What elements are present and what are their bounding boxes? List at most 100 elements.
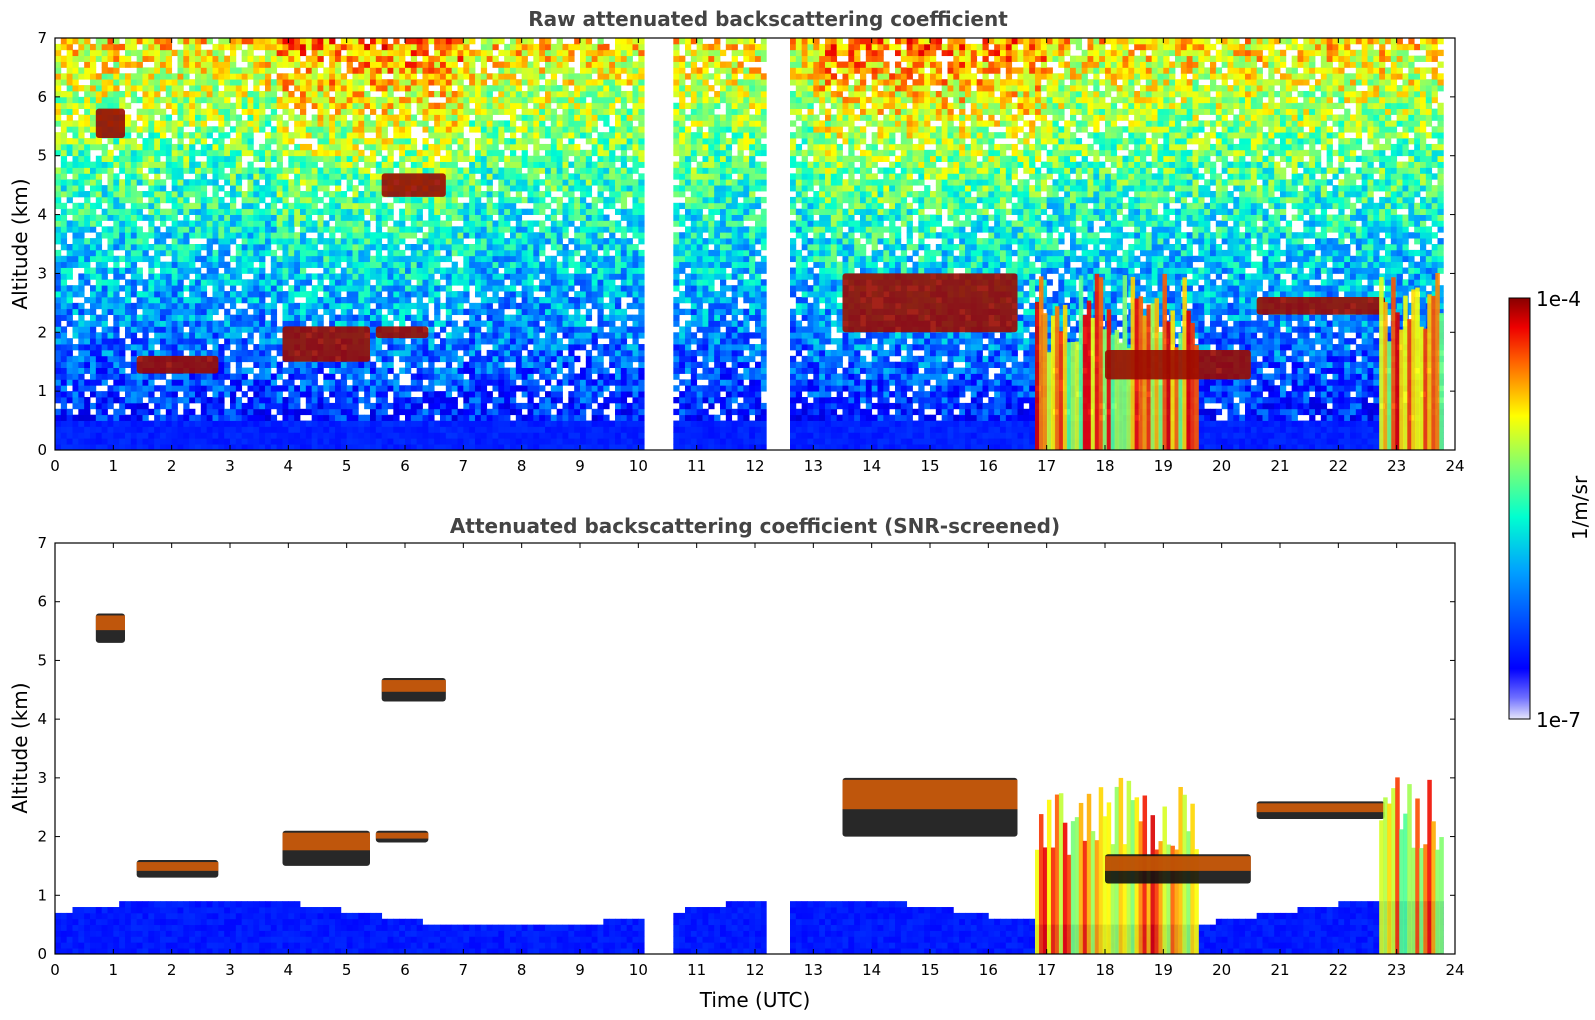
heatmap-cell xyxy=(451,49,458,57)
heatmap-cell xyxy=(160,85,167,92)
heatmap-cell xyxy=(148,320,155,327)
heatmap-cell xyxy=(253,267,260,274)
heatmap-cell xyxy=(352,214,359,221)
heatmap-cell xyxy=(165,102,173,110)
heatmap-cell xyxy=(294,238,301,245)
heatmap-cell xyxy=(125,220,132,227)
heatmap-cell xyxy=(358,173,365,180)
heatmap-cell xyxy=(340,367,348,374)
heatmap-cell xyxy=(288,43,295,51)
heatmap-cell xyxy=(195,120,202,127)
heatmap-cell xyxy=(352,38,359,45)
heatmap-cell xyxy=(66,79,73,86)
heatmap-cell xyxy=(340,108,348,115)
heatmap-cell xyxy=(323,220,330,227)
heatmap-cell xyxy=(451,267,458,274)
heatmap-cell xyxy=(381,314,388,321)
heatmap-cell xyxy=(498,96,505,104)
heatmap-cell xyxy=(171,126,178,133)
heatmap-cell xyxy=(235,67,243,74)
heatmap-cell xyxy=(206,132,213,139)
heatmap-cell xyxy=(358,196,365,204)
heatmap-cell xyxy=(393,73,400,80)
heatmap-cell xyxy=(428,344,435,351)
heatmap-cell xyxy=(241,349,248,357)
heatmap-cell xyxy=(212,255,219,263)
heatmap-cell xyxy=(311,102,318,110)
heatmap-cell xyxy=(422,43,429,51)
heatmap-cell xyxy=(463,255,470,263)
heatmap-cell xyxy=(125,173,132,180)
heatmap-cell xyxy=(311,238,318,245)
heatmap-cell xyxy=(130,38,138,45)
heatmap-cell xyxy=(183,420,190,427)
heatmap-cell xyxy=(463,49,470,57)
heatmap-cell xyxy=(486,232,493,239)
heatmap-cell xyxy=(527,408,534,416)
heatmap-cell xyxy=(475,438,482,445)
heatmap-cell xyxy=(235,226,243,233)
heatmap-cell xyxy=(416,261,423,268)
heatmap-cell xyxy=(335,391,342,398)
heatmap-cell xyxy=(177,444,184,450)
heatmap-cell xyxy=(148,349,155,357)
heatmap-cell xyxy=(142,308,149,316)
heatmap-cell xyxy=(294,143,301,151)
heatmap-cell xyxy=(422,108,429,115)
heatmap-cell xyxy=(235,344,243,351)
heatmap-cell xyxy=(451,414,458,421)
heatmap-cell xyxy=(241,132,248,139)
heatmap-cell xyxy=(206,426,213,433)
heatmap-cell xyxy=(125,402,132,410)
heatmap-cell xyxy=(224,338,231,345)
heatmap-cell xyxy=(445,55,453,62)
heatmap-cell xyxy=(486,432,493,439)
heatmap-cell xyxy=(335,214,342,221)
heatmap-cell xyxy=(329,55,336,62)
heatmap-cell xyxy=(206,155,213,162)
heatmap-cell xyxy=(130,432,138,439)
heatmap-cell xyxy=(276,155,283,162)
heatmap-cell xyxy=(358,397,365,404)
heatmap-cell xyxy=(445,367,453,374)
heatmap-cell xyxy=(381,38,388,45)
heatmap-cell xyxy=(265,249,272,257)
heatmap-cell xyxy=(107,167,114,174)
heatmap-cell xyxy=(469,120,476,127)
heatmap-cell xyxy=(428,226,435,233)
heatmap-cell xyxy=(340,73,348,80)
heatmap-cell xyxy=(288,185,295,192)
heatmap-cell xyxy=(171,432,178,439)
heatmap-cell xyxy=(340,173,348,180)
heatmap-cell xyxy=(335,408,342,416)
heatmap-cell xyxy=(235,373,243,380)
heatmap-cell xyxy=(486,161,493,168)
heatmap-cell xyxy=(288,426,295,433)
heatmap-cell xyxy=(148,261,155,268)
heatmap-cell xyxy=(352,220,359,227)
heatmap-cell xyxy=(160,385,167,392)
heatmap-cell xyxy=(317,96,324,104)
heatmap-cell xyxy=(148,344,155,351)
heatmap-cell xyxy=(498,244,505,251)
heatmap-cell xyxy=(177,161,184,168)
heatmap-cell xyxy=(463,96,470,104)
heatmap-cell xyxy=(148,273,155,280)
heatmap-cell xyxy=(60,143,68,151)
heatmap-cell xyxy=(504,344,511,351)
heatmap-cell xyxy=(410,267,418,274)
heatmap-cell xyxy=(270,355,278,363)
heatmap-cell xyxy=(486,155,493,162)
heatmap-cell xyxy=(230,114,237,121)
heatmap-cell xyxy=(125,344,132,351)
heatmap-cell xyxy=(416,90,423,98)
heatmap-cell xyxy=(130,444,138,450)
heatmap-cell xyxy=(165,349,173,357)
heatmap-cell xyxy=(55,420,62,427)
heatmap-cell xyxy=(224,238,231,245)
heatmap-cell xyxy=(55,414,62,421)
heatmap-cell xyxy=(253,185,260,192)
heatmap-cell xyxy=(300,226,307,233)
heatmap-cell xyxy=(504,120,511,127)
heatmap-cell xyxy=(451,249,458,257)
